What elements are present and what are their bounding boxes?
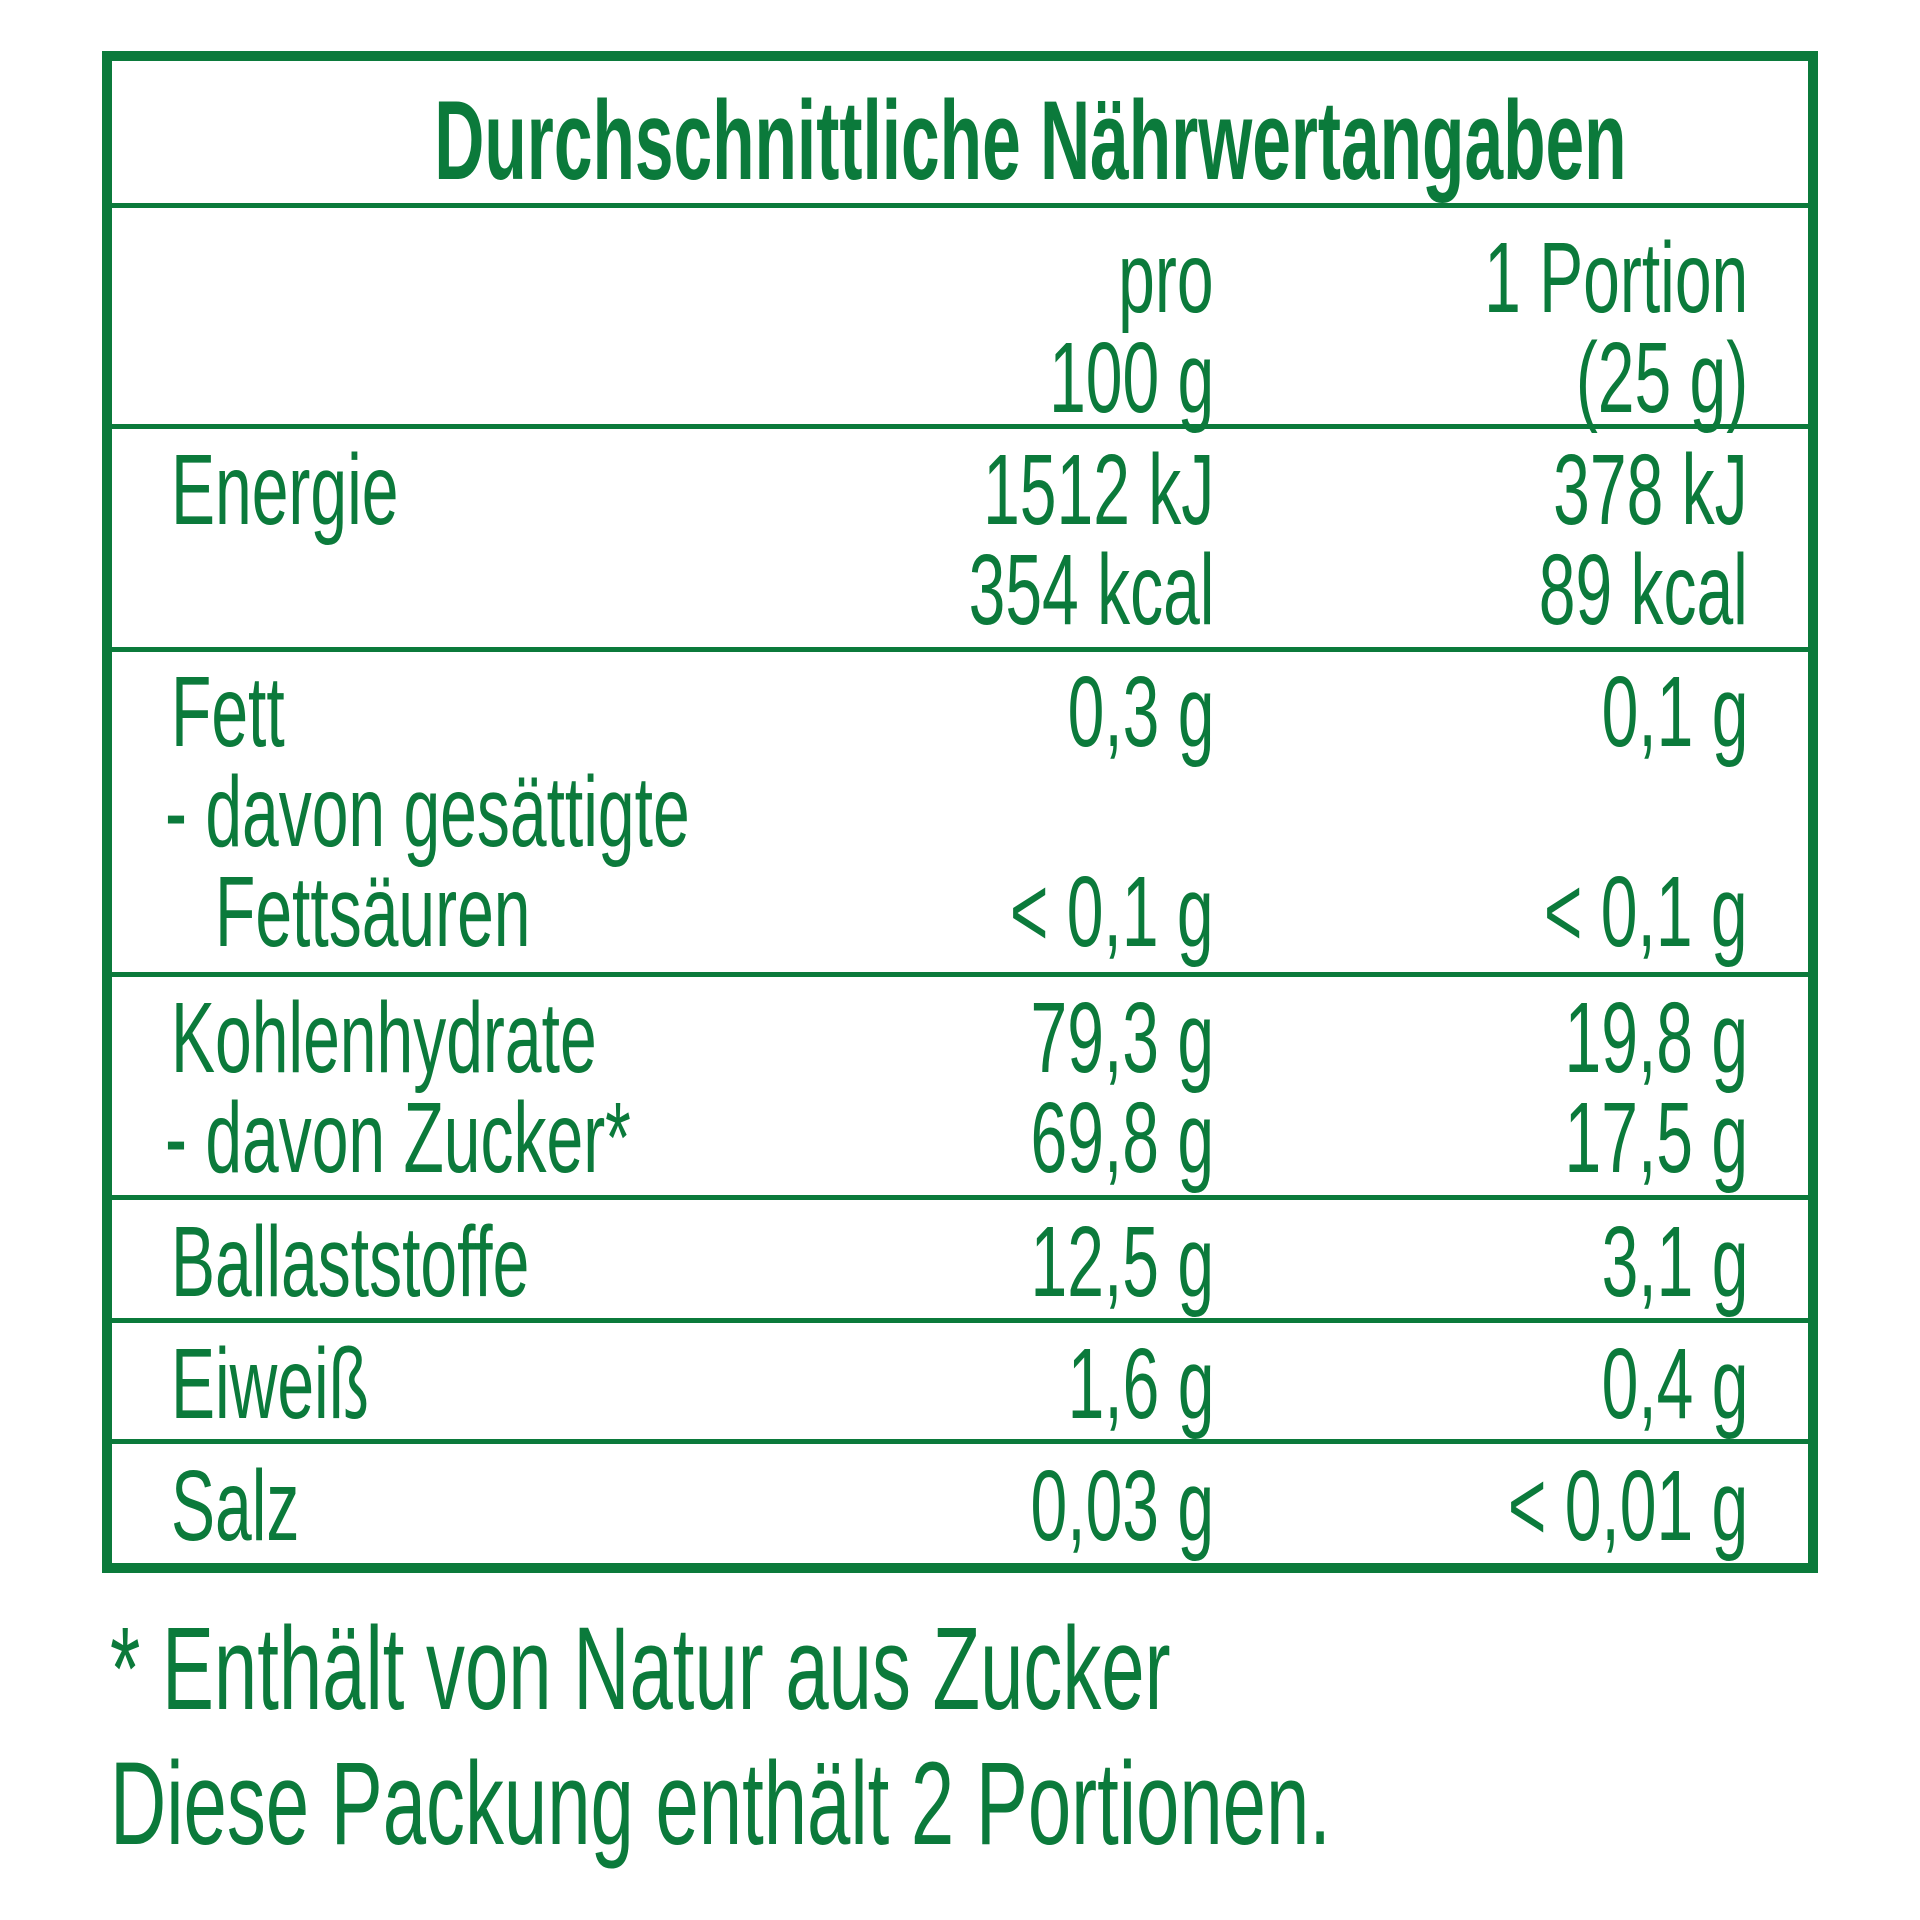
nutrient-label: Energie (171, 434, 399, 546)
value-per-portion: 17,5 g (1564, 1082, 1748, 1194)
value-per-portion: < 0,1 g (1544, 856, 1748, 968)
value-per-portion: 19,8 g (1564, 982, 1748, 1094)
value-per-portion: < 0,01 g (1507, 1450, 1748, 1562)
value-per-100g: 1512 kJ (982, 434, 1214, 546)
value-per-portion: 3,1 g (1601, 1206, 1748, 1318)
nutrient-label: Salz (171, 1450, 300, 1562)
nutrient-label: Ballaststoffe (171, 1206, 530, 1318)
value-per-100g: 79,3 g (1030, 982, 1214, 1094)
value-per-portion: 0,1 g (1601, 656, 1748, 768)
nutrition-table: Durchschnittliche Nährwertangaben (102, 51, 1818, 1573)
value-per-100g: 354 kcal (968, 534, 1214, 646)
column-header-per-portion: (25 g) (1575, 322, 1748, 434)
value-per-100g: 12,5 g (1030, 1206, 1214, 1318)
divider (112, 1195, 1808, 1200)
divider (112, 647, 1808, 652)
nutrient-label: Kohlenhydrate (171, 982, 597, 1094)
nutrient-label: Fett (171, 656, 285, 768)
value-per-100g: 0,3 g (1067, 656, 1214, 768)
column-header-per-portion: 1 Portion (1483, 222, 1748, 334)
divider (112, 203, 1808, 208)
column-header-per-100g: 100 g (1048, 322, 1214, 434)
table-title: Durchschnittliche Nährwertangaben (434, 78, 1627, 203)
value-per-portion: 378 kJ (1553, 434, 1748, 546)
value-per-100g: 1,6 g (1067, 1328, 1214, 1440)
nutrient-label: - davon gesättigte (165, 756, 690, 868)
nutrient-label: Fettsäuren (215, 856, 531, 968)
servings-note: Diese Packung enthält 2 Portionen. (110, 1738, 1331, 1870)
divider (112, 1439, 1808, 1444)
value-per-100g: 0,03 g (1030, 1450, 1214, 1562)
divider (112, 1318, 1808, 1323)
column-header-per-100g: pro (1118, 222, 1214, 334)
value-per-portion: 89 kcal (1538, 534, 1748, 646)
nutrient-label: Eiweiß (171, 1328, 370, 1440)
nutrient-label: - davon Zucker* (165, 1082, 631, 1194)
value-per-100g: 69,8 g (1030, 1082, 1214, 1194)
value-per-100g: < 0,1 g (1010, 856, 1214, 968)
divider (112, 424, 1808, 429)
value-per-portion: 0,4 g (1601, 1328, 1748, 1440)
footnote: * Enthält von Natur aus Zucker (110, 1603, 1171, 1735)
divider (112, 972, 1808, 977)
